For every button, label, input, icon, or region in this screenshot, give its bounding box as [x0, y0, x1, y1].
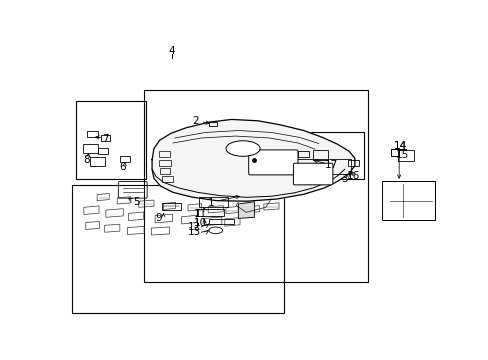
Text: 17: 17 — [324, 159, 337, 170]
Bar — [197, 209, 224, 216]
Bar — [83, 144, 97, 153]
Text: 13: 13 — [187, 227, 201, 237]
Text: 2: 2 — [192, 116, 199, 126]
Bar — [159, 159, 171, 166]
FancyBboxPatch shape — [248, 150, 297, 175]
Text: 14: 14 — [393, 141, 406, 151]
Bar — [208, 122, 216, 126]
Bar — [382, 181, 434, 220]
Bar — [120, 156, 129, 162]
Bar — [159, 168, 170, 174]
Text: 3: 3 — [341, 174, 347, 184]
Text: 9: 9 — [155, 213, 162, 223]
Polygon shape — [238, 202, 254, 219]
Bar — [312, 150, 327, 160]
Text: 1: 1 — [207, 198, 214, 208]
Bar — [347, 159, 358, 166]
Text: 12: 12 — [187, 222, 201, 232]
Bar — [161, 176, 173, 182]
Text: 16: 16 — [346, 171, 360, 181]
Text: 8: 8 — [83, 155, 90, 165]
Text: 6: 6 — [119, 162, 125, 172]
Bar — [199, 197, 227, 207]
Bar — [87, 131, 98, 138]
Bar — [98, 148, 107, 154]
Text: 7: 7 — [102, 134, 109, 144]
Bar — [397, 150, 413, 161]
Bar — [101, 135, 110, 141]
Polygon shape — [152, 120, 354, 201]
Text: 4: 4 — [168, 46, 175, 56]
Text: 11: 11 — [194, 209, 207, 219]
Text: 5: 5 — [133, 197, 139, 207]
Bar — [159, 151, 170, 157]
Bar — [208, 219, 233, 224]
Ellipse shape — [225, 141, 260, 156]
Bar — [89, 157, 104, 166]
Bar — [295, 159, 351, 174]
FancyBboxPatch shape — [293, 163, 332, 185]
Bar — [297, 151, 308, 157]
Bar — [161, 203, 181, 210]
Text: 10: 10 — [194, 219, 207, 228]
Text: 15: 15 — [395, 150, 408, 161]
Text: 14: 14 — [393, 141, 406, 151]
